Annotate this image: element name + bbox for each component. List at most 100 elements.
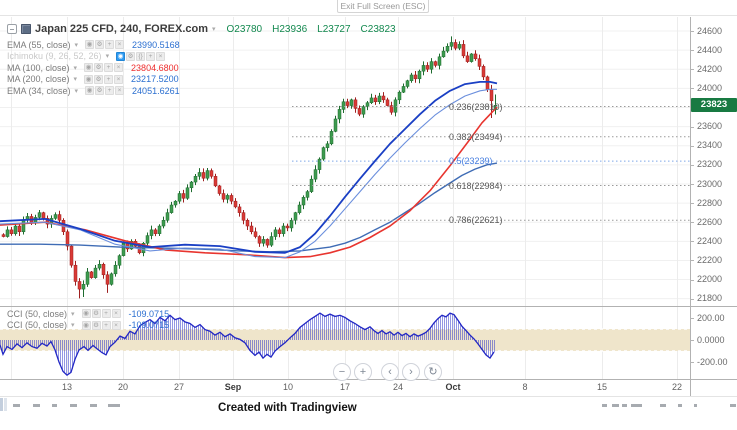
- indicator-buttons: ◉ ⚙ + ×: [85, 40, 125, 50]
- indicator-buttons: ◉ ⚙ + ×: [84, 63, 124, 73]
- indicator-row: EMA (55, close) ▾ ◉ ⚙ + × 23990.5168: [7, 39, 396, 51]
- indicator-buttons: ◉ ⚙{} + ×: [116, 51, 166, 61]
- time-axis-label: 27: [173, 382, 185, 392]
- indicator-name[interactable]: MA (100, close): [7, 62, 70, 73]
- plus-icon[interactable]: +: [101, 309, 111, 319]
- close-value: C23823: [360, 23, 396, 35]
- eye-icon[interactable]: ◉: [85, 40, 95, 50]
- gear-icon[interactable]: ⚙: [94, 63, 104, 73]
- gear-icon[interactable]: ⚙: [126, 51, 136, 61]
- price-axis-label: 22000: [697, 274, 723, 285]
- footer-text-fragment: [622, 404, 627, 407]
- chart-legend: Japan 225 CFD, 240, FOREX.com ▾ O23780 H…: [7, 22, 396, 97]
- eye-icon[interactable]: ◉: [116, 51, 126, 61]
- time-axis-label: 24: [392, 382, 404, 392]
- gear-icon[interactable]: ⚙: [91, 309, 101, 319]
- time-axis-label: 10: [282, 382, 294, 392]
- close-icon[interactable]: ×: [114, 63, 124, 73]
- indicator-name[interactable]: Ichimoku (9, 26, 52, 26): [7, 51, 102, 62]
- close-icon[interactable]: ×: [115, 86, 125, 96]
- chevron-down-icon[interactable]: ▾: [73, 64, 78, 72]
- chevron-down-icon[interactable]: ▾: [71, 310, 75, 318]
- close-icon[interactable]: ×: [114, 74, 124, 84]
- price-axis-tick: [690, 279, 694, 281]
- high-value: H23936: [272, 23, 308, 35]
- symbol-title[interactable]: Japan 225 CFD, 240, FOREX.com: [35, 23, 209, 35]
- footer-text-fragment: [90, 404, 97, 407]
- gear-icon[interactable]: ⚙: [95, 40, 105, 50]
- price-axis-label: 24200: [697, 63, 723, 74]
- cci-axis-label: -200.00: [697, 356, 728, 367]
- cci-axis-tick: [690, 340, 694, 341]
- close-icon[interactable]: ×: [111, 320, 121, 330]
- indicator-name[interactable]: CCI (50, close): [7, 320, 68, 331]
- eye-icon[interactable]: ◉: [84, 74, 94, 84]
- time-axis-label: 22: [671, 382, 683, 392]
- close-icon[interactable]: ×: [156, 51, 166, 61]
- price-axis-tick: [690, 31, 694, 32]
- chevron-down-icon[interactable]: ▾: [71, 322, 75, 330]
- eye-icon[interactable]: ◉: [81, 320, 91, 330]
- indicator-name[interactable]: CCI (50, close): [7, 308, 68, 319]
- indicator-row: EMA (34, close) ▾ ◉ ⚙ + × 24051.6261: [7, 85, 396, 97]
- plus-icon[interactable]: +: [146, 51, 156, 61]
- close-icon[interactable]: ×: [115, 40, 125, 50]
- eye-icon[interactable]: ◉: [85, 86, 95, 96]
- plus-icon[interactable]: +: [101, 320, 111, 330]
- gear-icon[interactable]: ⚙: [95, 86, 105, 96]
- footer-text-fragment: [13, 404, 20, 407]
- reset-view-button[interactable]: ↻: [424, 363, 442, 381]
- price-axis-tick: [690, 298, 694, 300]
- price-axis-label: 22800: [697, 197, 723, 208]
- plus-icon[interactable]: +: [104, 74, 114, 84]
- time-axis-label: 17: [339, 382, 351, 392]
- scroll-left-button[interactable]: ‹: [381, 363, 399, 381]
- indicator-name[interactable]: EMA (34, close): [7, 85, 71, 96]
- cci-axis-label: 200.00: [697, 312, 725, 323]
- eye-icon[interactable]: ◉: [84, 63, 94, 73]
- indicator-buttons: ◉ ⚙ + ×: [81, 309, 121, 319]
- gear-icon[interactable]: ⚙: [94, 74, 104, 84]
- plus-icon[interactable]: +: [104, 63, 114, 73]
- fib-level-label: 0.786(22621): [449, 215, 503, 226]
- chevron-down-icon[interactable]: ▾: [73, 76, 78, 84]
- footer-text-fragment: [694, 404, 697, 407]
- chart-style-icon[interactable]: [21, 24, 31, 34]
- gear-icon[interactable]: ⚙: [91, 320, 101, 330]
- chart-area[interactable]: Japan 225 CFD, 240, FOREX.com ▾ O23780 H…: [0, 15, 737, 397]
- footer-text-fragment: [33, 404, 40, 407]
- chevron-down-icon[interactable]: ▾: [74, 41, 79, 49]
- indicator-value: 24051.6261: [132, 85, 180, 96]
- fib-level-label: 0.382(23494): [449, 131, 503, 142]
- eye-icon[interactable]: ◉: [81, 309, 91, 319]
- time-axis-label: Oct: [445, 382, 461, 392]
- indicator-buttons: ◉ ⚙ + ×: [85, 86, 125, 96]
- price-axis-label: 22200: [697, 254, 723, 265]
- chevron-down-icon[interactable]: ▾: [212, 26, 216, 33]
- indicator-row: Ichimoku (9, 26, 52, 26) ▾ ◉ ⚙{} + ×: [7, 51, 396, 63]
- zoom-out-button[interactable]: −: [333, 363, 351, 381]
- price-axis-tick: [690, 241, 694, 243]
- chevron-down-icon[interactable]: ▾: [105, 53, 110, 61]
- exit-fullscreen-button[interactable]: Exit Full Screen (ESC): [337, 0, 429, 13]
- zoom-in-button[interactable]: +: [354, 363, 372, 381]
- time-axis-label: 13: [61, 382, 73, 392]
- indicator-row: MA (200, close) ▾ ◉ ⚙ + × 23217.5200: [7, 74, 396, 86]
- close-icon[interactable]: ×: [111, 309, 121, 319]
- braces-icon[interactable]: {}: [136, 51, 146, 61]
- time-axis-label: 15: [596, 382, 608, 392]
- plus-icon[interactable]: +: [105, 40, 115, 50]
- open-value: O23780: [226, 23, 263, 35]
- cci-axis-tick: [690, 362, 694, 363]
- indicator-value: 23804.6800: [131, 62, 179, 73]
- symbol-legend-row[interactable]: Japan 225 CFD, 240, FOREX.com ▾ O23780 H…: [7, 22, 396, 36]
- indicator-name[interactable]: EMA (55, close): [7, 39, 71, 50]
- plus-icon[interactable]: +: [105, 86, 115, 96]
- scroll-right-button[interactable]: ›: [402, 363, 420, 381]
- chevron-down-icon[interactable]: ▾: [74, 87, 79, 95]
- footer-text-fragment: [70, 404, 77, 407]
- indicator-name[interactable]: MA (200, close): [7, 74, 70, 85]
- price-axis-tick: [690, 260, 694, 262]
- price-axis-tick: [690, 69, 694, 71]
- collapse-legend-icon[interactable]: [7, 24, 17, 34]
